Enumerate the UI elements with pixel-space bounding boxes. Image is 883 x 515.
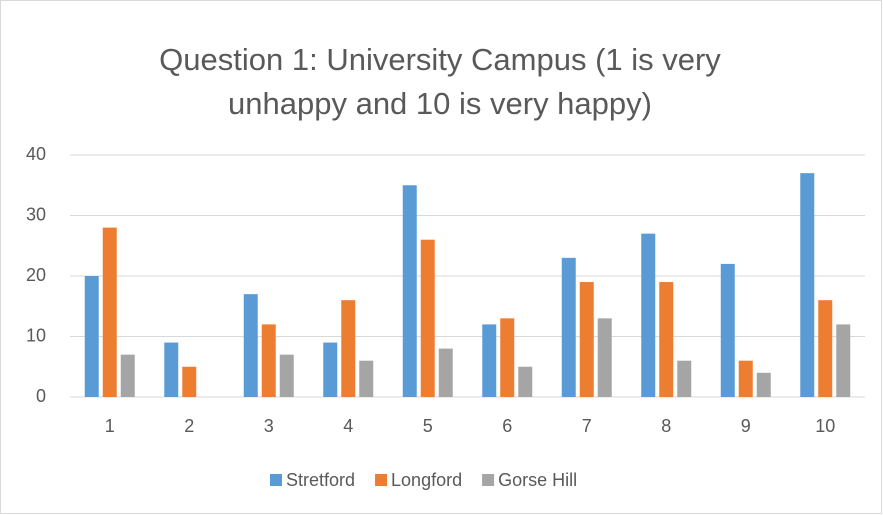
bar [323, 342, 338, 397]
x-tick-label: 3 [264, 416, 274, 436]
chart-title: Question 1: University Campus (1 is very… [159, 42, 721, 121]
x-tick-label: 2 [184, 416, 194, 436]
legend-swatch [375, 474, 388, 486]
bar [102, 227, 117, 397]
bar [279, 354, 294, 397]
legend-label: Gorse Hill [498, 470, 577, 490]
bar [800, 173, 815, 397]
bar [120, 354, 135, 397]
legend-swatch [270, 474, 282, 486]
y-tick-label: 30 [26, 204, 46, 224]
y-tick-label: 10 [26, 325, 46, 345]
legend-swatch [482, 474, 495, 486]
x-tick-label: 5 [423, 416, 433, 436]
bar [641, 233, 656, 397]
legend-label: Longford [391, 470, 462, 490]
bar [836, 324, 851, 397]
x-tick-label: 8 [661, 416, 671, 436]
bar [561, 257, 576, 397]
bar [579, 282, 594, 397]
bar [518, 366, 533, 397]
bar [341, 300, 356, 397]
bar [261, 324, 276, 397]
bar [738, 360, 753, 397]
bar [720, 263, 735, 397]
x-tick-label: 7 [582, 416, 592, 436]
x-tick-label: 6 [502, 416, 512, 436]
bar [659, 282, 674, 397]
bar [402, 185, 417, 397]
bar [818, 300, 833, 397]
bar [164, 342, 179, 397]
bar [500, 318, 515, 397]
bar [482, 324, 497, 397]
bar [756, 372, 771, 397]
y-tick-label: 0 [36, 386, 46, 406]
bar [677, 360, 692, 397]
bar [243, 294, 258, 397]
bar [359, 360, 374, 397]
y-tick-label: 20 [26, 265, 46, 285]
bar [597, 318, 612, 397]
x-tick-label: 4 [343, 416, 353, 436]
bar [182, 366, 197, 397]
x-tick-label: 1 [105, 416, 115, 436]
bar [84, 276, 99, 397]
bar [420, 239, 435, 397]
x-tick-label: 9 [741, 416, 751, 436]
y-tick-label: 40 [26, 144, 46, 164]
bar [438, 348, 453, 397]
legend-label: Stretford [286, 470, 355, 490]
x-tick-label: 10 [815, 416, 835, 436]
